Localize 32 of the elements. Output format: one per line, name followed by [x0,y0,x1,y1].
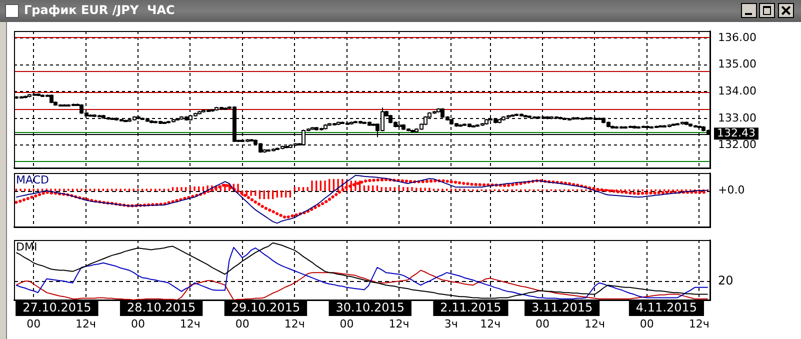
text: 28.10.2015 [126,300,196,315]
text: 27.10.2015 [22,300,92,315]
text: 29.10.2015 [231,300,300,315]
ref-line-label: 132.43 [717,126,756,140]
ref-line-label: +0.0 [718,184,745,197]
y-tick-label: 133.00 [718,111,756,124]
x-tick-label: 12ч [480,317,501,330]
y-tick-label: 132.00 [718,138,756,152]
text: 30.10.2015 [336,300,404,315]
x-tick-label: 3ч [444,317,458,330]
chart-title: MACD [16,173,49,186]
x-tick-label: 00 [235,317,250,330]
text: 3.11.2015 [532,300,593,315]
y-tick-label: 136.00 [718,30,756,44]
x-tick-label: 00 [340,317,354,330]
x-tick-label: 12ч [388,317,410,330]
y-tick-label: 134.00 [718,84,756,98]
x-tick-label: 12ч [76,317,96,330]
chart-title: DMI [16,240,38,254]
chart-title: График EUR /JPY ЧАС [24,3,175,17]
x-tick-label: 12ч [584,317,605,330]
text: 2.11.2015 [440,300,502,315]
x-tick-label: 00 [130,317,145,330]
y-tick-label: 135.00 [718,58,756,71]
text: 4.11.2015 [636,300,698,315]
x-tick-label: 00 [26,317,41,330]
x-tick-label: 00 [536,317,550,330]
x-tick-label: 00 [640,317,654,330]
x-tick-label: 12ч [688,317,710,330]
x-tick-label: 12ч [180,317,200,330]
text: 20 [718,273,734,288]
x-tick-label: 12ч [284,317,305,330]
